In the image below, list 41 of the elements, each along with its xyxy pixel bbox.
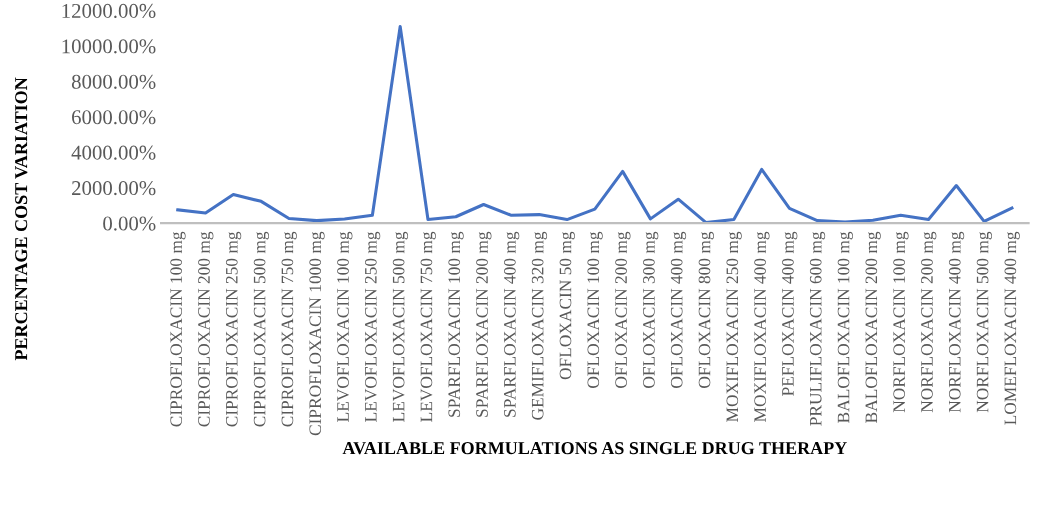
x-tick-label: SPARFLOXACIN 100 mg [448, 231, 464, 417]
x-tick-label: NORFLOXACIN 400 mg [948, 231, 965, 413]
x-tick-label: CIPROFLOXACIN 250 mg [225, 231, 242, 427]
x-tick-label: NORFLOXACIN 500 mg [976, 231, 992, 413]
y-tick-label: 8000.00% [71, 74, 156, 89]
x-tick-label: MOXIFLOXACIN 400 mg [754, 231, 770, 422]
x-tick-label: GEMIFLOXACIN 320 mg [531, 231, 548, 420]
y-tick-label: 12000.00% [62, 3, 156, 19]
x-tick-label: SPARFLOXACIN 200 mg [476, 231, 492, 417]
x-tick-label: LEVOFLOXACIN 250 mg [364, 231, 381, 422]
x-tick-label: OFLOXACIN 400 mg [670, 231, 687, 388]
x-tick-label: NORFLOXACIN 200 mg [921, 231, 937, 413]
x-tick-label: LEVOFLOXACIN 500 mg [392, 231, 409, 422]
y-tick-label: 4000.00% [71, 145, 156, 160]
x-axis-title: AVAILABLE FORMULATIONS AS SINGLE DRUG THERAPY [342, 442, 847, 455]
x-tick-label: OFLOXACIN 200 mg [615, 231, 631, 388]
y-tick-label: 0.00% [103, 216, 156, 231]
x-tick-label: CIPROFLOXACIN 100 mg [170, 231, 186, 427]
x-tick-label: CIPROFLOXACIN 1000 mg [309, 231, 325, 436]
y-tick-label: 6000.00% [72, 110, 156, 125]
y-axis-title: PERCENTAGE COST VARIATION [15, 77, 28, 361]
x-tick-label: CIPROFLOXACIN 200 mg [198, 231, 214, 427]
x-tick-label: CIPROFLOXACIN 750 mg [281, 231, 297, 427]
x-tick-label: LEVOFLOXACIN 750 mg [420, 231, 436, 422]
x-tick-label: PEFLOXACIN 400 mg [782, 231, 798, 396]
x-tick-label: SPARFLOXACIN 400 mg [503, 231, 520, 417]
x-tick-label: OFLOXACIN 800 mg [698, 231, 714, 388]
x-tick-label: CIPROFLOXACIN 500 mg [253, 231, 270, 427]
x-tick-label: OFLOXACIN 50 mg [559, 231, 575, 380]
y-tick-label: 2000.00% [72, 181, 156, 196]
x-tick-label: BALOFLOXACIN 100 mg [837, 231, 853, 423]
x-tick-label: OFLOXACIN 300 mg [643, 231, 659, 388]
x-tick-label: BALOFLOXACIN 200 mg [865, 231, 881, 423]
x-tick-label: MOXIFLOXACIN 250 mg [726, 231, 742, 422]
x-tick-label: NORFLOXACIN 100 mg [893, 231, 909, 413]
x-tick-label: LOMEFLOXACIN 400 mg [1004, 231, 1020, 425]
x-tick-label: PRULIFLOXACIN 600 mg [809, 231, 826, 426]
line-series [176, 24, 1014, 224]
y-tick-label: 10000.00% [62, 39, 156, 54]
x-tick-label: OFLOXACIN 100 mg [587, 231, 603, 388]
x-tick-label: LEVOFLOXACIN 100 mg [337, 231, 353, 422]
